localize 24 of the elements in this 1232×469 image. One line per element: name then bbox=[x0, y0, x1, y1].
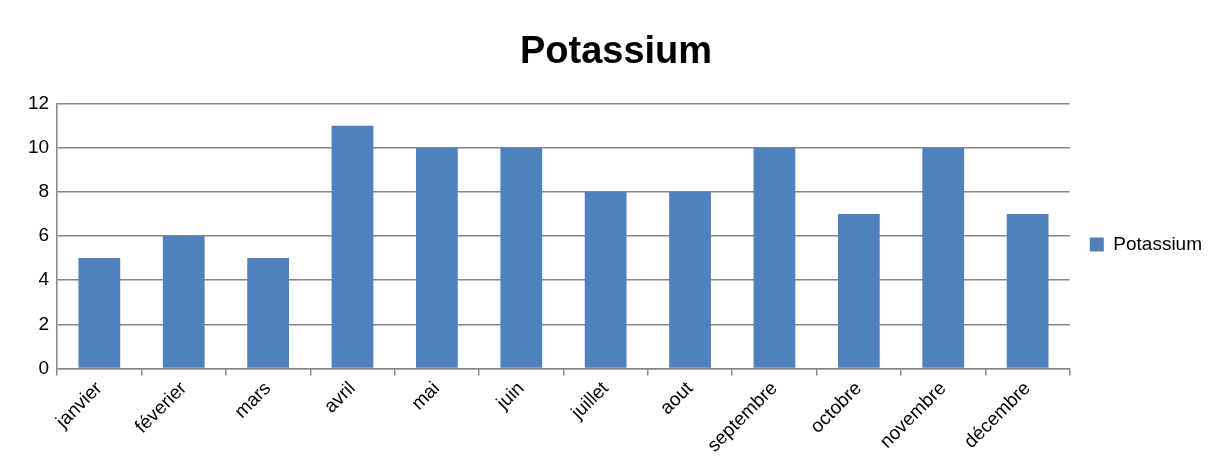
x-tick-label: aout bbox=[655, 376, 698, 419]
bar bbox=[331, 125, 374, 368]
bar bbox=[584, 191, 627, 368]
bar bbox=[416, 147, 458, 368]
bar bbox=[1006, 213, 1049, 368]
bar bbox=[837, 213, 880, 368]
bar bbox=[500, 147, 543, 368]
y-tick-label: 12 bbox=[27, 91, 50, 113]
y-tick-label: 4 bbox=[38, 268, 50, 290]
x-tick-label: juin bbox=[491, 377, 528, 414]
y-tick-label: 8 bbox=[38, 180, 50, 202]
y-tick-label: 2 bbox=[38, 312, 50, 334]
y-tick-label: 0 bbox=[38, 356, 50, 378]
legend-label: Potassium bbox=[1113, 232, 1202, 254]
bar bbox=[922, 147, 965, 368]
y-tick-label: 6 bbox=[38, 224, 50, 246]
bar bbox=[162, 236, 205, 368]
bar bbox=[78, 258, 121, 368]
bar bbox=[753, 147, 796, 368]
bar bbox=[247, 258, 289, 368]
bar bbox=[669, 191, 711, 368]
x-tick-label: mai bbox=[406, 377, 444, 414]
chart-title: Potassium bbox=[519, 29, 713, 72]
y-tick-label: 10 bbox=[27, 135, 50, 157]
